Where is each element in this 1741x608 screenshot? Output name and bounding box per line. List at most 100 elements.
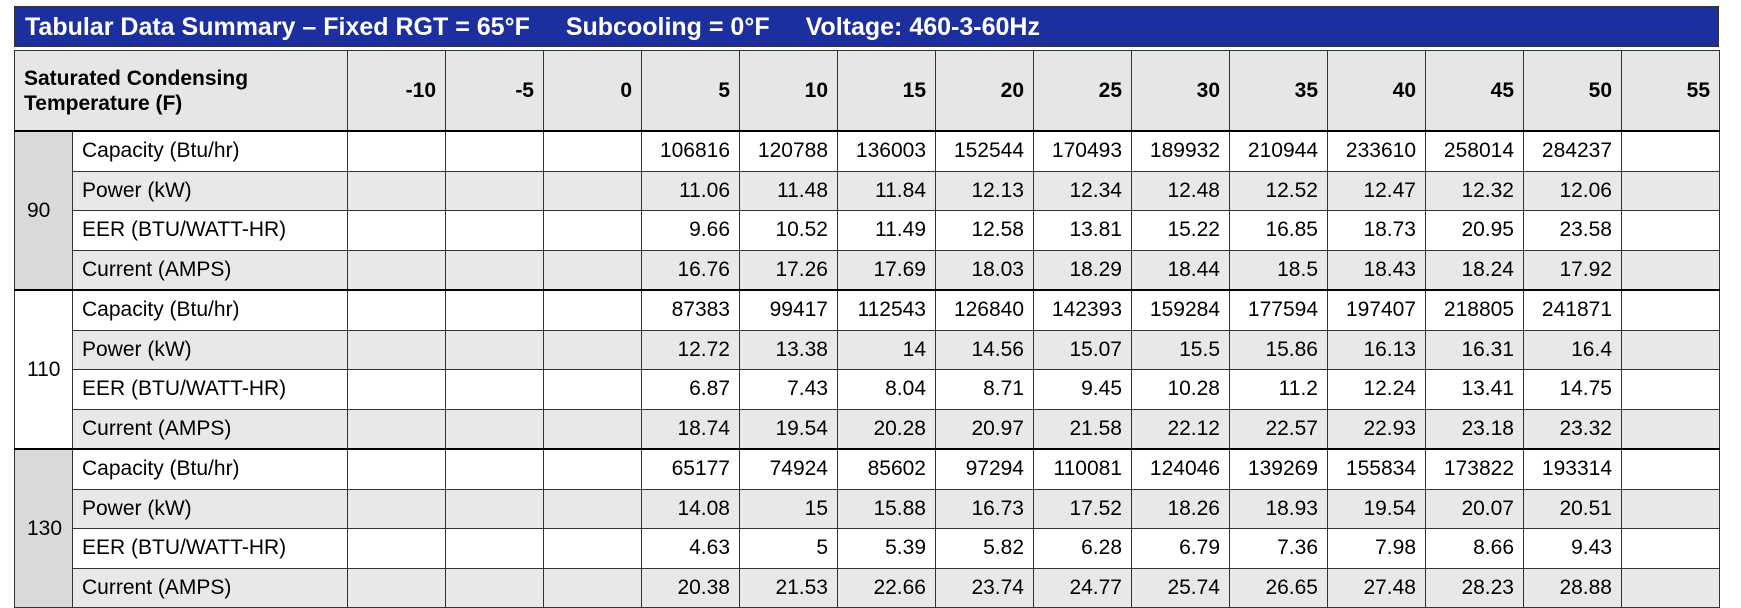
- data-row: EER (BTU/WATT-HR) 9.66 10.52 11.49 12.58 13.8…: [15, 210, 1720, 251]
- value-cell: 6.28: [1033, 528, 1132, 569]
- value-cell: 9.66: [641, 210, 740, 251]
- empty-cell: [543, 289, 642, 331]
- empty-cell: [347, 528, 446, 569]
- value-cell: 15.88: [837, 488, 936, 529]
- value-cell: 11.49: [837, 210, 936, 251]
- value-cell: 218805: [1425, 289, 1524, 331]
- value-cell: 155834: [1327, 448, 1426, 490]
- value-cell: 16.13: [1327, 329, 1426, 370]
- value-cell: 14.08: [641, 488, 740, 529]
- value-cell: 233610: [1327, 130, 1426, 172]
- data-row: Power (kW) 12.72 13.38 14 14.56 15.07 15.5 15.8…: [15, 329, 1720, 370]
- empty-cell: [347, 408, 446, 450]
- empty-cell: [445, 448, 544, 490]
- value-cell: 7.36: [1229, 528, 1328, 569]
- value-cell: 110081: [1033, 448, 1132, 490]
- corner-header: Saturated Condensing Temperature (F): [14, 50, 348, 132]
- column-header: 45: [1425, 50, 1524, 132]
- value-cell: 12.48: [1131, 170, 1230, 211]
- value-cell: 9.43: [1523, 528, 1622, 569]
- column-header: 30: [1131, 50, 1230, 132]
- value-cell: 210944: [1229, 130, 1328, 172]
- value-cell: 15.5: [1131, 329, 1230, 370]
- value-cell: 189932: [1131, 130, 1230, 172]
- value-cell: 8.71: [935, 369, 1034, 410]
- value-cell: 18.03: [935, 249, 1034, 291]
- value-cell: 12.24: [1327, 369, 1426, 410]
- value-cell: 23.32: [1523, 408, 1622, 450]
- value-cell: 23.58: [1523, 210, 1622, 251]
- value-cell: 126840: [935, 289, 1034, 331]
- empty-cell: [347, 567, 446, 608]
- value-cell: 12.13: [935, 170, 1034, 211]
- empty-cell: [1621, 488, 1720, 529]
- title-bar: Tabular Data Summary – Fixed RGT = 65°F S…: [14, 6, 1719, 47]
- value-cell: 21.53: [739, 567, 838, 608]
- value-cell: 26.65: [1229, 567, 1328, 608]
- value-cell: 8.66: [1425, 528, 1524, 569]
- empty-cell: [543, 448, 642, 490]
- value-cell: 18.26: [1131, 488, 1230, 529]
- value-cell: 7.43: [739, 369, 838, 410]
- value-cell: 13.38: [739, 329, 838, 370]
- value-cell: 12.06: [1523, 170, 1622, 211]
- value-cell: 10.28: [1131, 369, 1230, 410]
- value-cell: 284237: [1523, 130, 1622, 172]
- value-cell: 15: [739, 488, 838, 529]
- data-row: EER (BTU/WATT-HR) 4.63 5 5.39 5.82 6.28 6.79 7.…: [15, 528, 1720, 569]
- value-cell: 12.58: [935, 210, 1034, 251]
- value-cell: 17.52: [1033, 488, 1132, 529]
- value-cell: 22.93: [1327, 408, 1426, 450]
- column-header: -10: [347, 50, 446, 132]
- value-cell: 193314: [1523, 448, 1622, 490]
- empty-cell: [1621, 210, 1720, 251]
- row-label: EER (BTU/WATT-HR): [72, 369, 348, 410]
- empty-cell: [445, 408, 544, 450]
- group-label: 90: [14, 130, 73, 291]
- data-row: Current (AMPS) 20.38 21.53 22.66 23.74 24.77 2…: [15, 567, 1720, 608]
- column-header: 5: [641, 50, 740, 132]
- empty-cell: [1621, 170, 1720, 211]
- empty-cell: [445, 210, 544, 251]
- data-row: EER (BTU/WATT-HR) 6.87 7.43 8.04 8.71 9.45 10.…: [15, 369, 1720, 410]
- value-cell: 17.69: [837, 249, 936, 291]
- value-cell: 11.06: [641, 170, 740, 211]
- column-header: 0: [543, 50, 642, 132]
- value-cell: 5: [739, 528, 838, 569]
- empty-cell: [347, 210, 446, 251]
- empty-cell: [543, 170, 642, 211]
- empty-cell: [543, 130, 642, 172]
- value-cell: 5.82: [935, 528, 1034, 569]
- row-label: Power (kW): [72, 170, 348, 211]
- value-cell: 17.26: [739, 249, 838, 291]
- row-label: Capacity (Btu/hr): [72, 448, 348, 490]
- empty-cell: [445, 130, 544, 172]
- value-cell: 170493: [1033, 130, 1132, 172]
- value-cell: 173822: [1425, 448, 1524, 490]
- row-label: Current (AMPS): [72, 249, 348, 291]
- empty-cell: [445, 329, 544, 370]
- value-cell: 9.45: [1033, 369, 1132, 410]
- data-row: Current (AMPS) 16.76 17.26 17.69 18.03 18.29 1…: [15, 249, 1720, 291]
- value-cell: 19.54: [1327, 488, 1426, 529]
- title-part: Subcooling = 0°F: [565, 13, 770, 41]
- value-cell: 5.39: [837, 528, 936, 569]
- empty-cell: [347, 488, 446, 529]
- data-row: 90 Capacity (Btu/hr) 106816 120788 136003 152…: [14, 130, 1720, 291]
- value-cell: 20.97: [935, 408, 1034, 450]
- value-cell: 18.44: [1131, 249, 1230, 291]
- value-cell: 28.88: [1523, 567, 1622, 608]
- value-cell: 22.57: [1229, 408, 1328, 450]
- value-cell: 12.32: [1425, 170, 1524, 211]
- title-part: Tabular Data Summary – Fixed RGT = 65°F: [25, 13, 530, 41]
- value-cell: 65177: [641, 448, 740, 490]
- column-header: 35: [1229, 50, 1328, 132]
- empty-cell: [1621, 369, 1720, 410]
- row-label: Capacity (Btu/hr): [72, 289, 348, 331]
- data-row: Current (AMPS) 18.74 19.54 20.28 20.97 21.58 2…: [15, 408, 1720, 450]
- header-row: Saturated Condensing Temperature (F) -10…: [14, 50, 1720, 132]
- empty-cell: [543, 528, 642, 569]
- value-cell: 12.47: [1327, 170, 1426, 211]
- value-cell: 11.84: [837, 170, 936, 211]
